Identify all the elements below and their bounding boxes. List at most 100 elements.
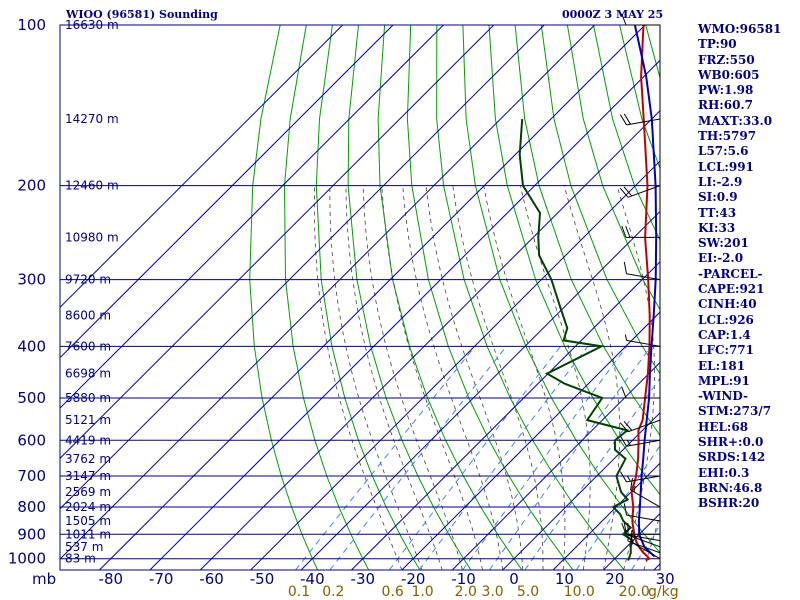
temp-tick-label: -80: [99, 570, 124, 588]
mixing-ratio-line: [488, 346, 652, 570]
wind-barb-staff: [626, 273, 661, 281]
index-item: L57:5.6: [698, 144, 749, 159]
wind-barb: [619, 419, 661, 433]
wind-barb-feather: [619, 435, 627, 447]
height-label: 5880 m: [65, 391, 111, 405]
index-item: SHR+:0.0: [698, 435, 764, 450]
height-label: 4419 m: [65, 433, 111, 447]
isotherm: [99, 25, 646, 570]
wind-barb-staff: [627, 534, 661, 548]
wind-barb: [630, 478, 661, 508]
pressure-label: 1000: [8, 550, 46, 568]
temp-tick-label: -40: [300, 570, 325, 588]
dry-adiabat: [249, 25, 319, 570]
height-label: 16630 m: [65, 18, 119, 32]
height-label: 8600 m: [65, 308, 111, 322]
isotherm: [149, 59, 660, 570]
wind-barb-feather: [630, 478, 633, 491]
isotherm: [60, 25, 595, 560]
temp-tick-label: -50: [250, 570, 275, 588]
dry-adiabat: [436, 25, 625, 570]
height-label: 5121 m: [65, 413, 111, 427]
dry-adiabat: [514, 25, 660, 437]
mixing-ratio-line: [295, 345, 476, 570]
wind-barb-staff: [626, 534, 661, 542]
index-item: SW:201: [698, 236, 749, 251]
wind-barb: [619, 185, 661, 198]
wind-barb-staff: [627, 540, 661, 554]
mixing-ratio-line: [524, 377, 660, 570]
index-item: FRZ:550: [698, 52, 755, 67]
mixing-ratio-label: 0.6: [382, 584, 404, 600]
wind-barb-feather: [623, 113, 631, 125]
wind-barb: [624, 334, 661, 347]
wind-barb: [623, 261, 661, 281]
temp-tick-label: 0: [509, 570, 519, 588]
wind-barb-feather: [625, 225, 631, 238]
wind-barb-feather: [621, 13, 627, 26]
temp-tick-label: -10: [451, 570, 476, 588]
isotherm: [300, 210, 660, 570]
index-item: HEL:68: [698, 419, 749, 434]
moist-adiabat: [452, 185, 544, 570]
mixing-ratio-line: [329, 345, 507, 570]
wind-barb-staff: [630, 541, 661, 560]
wind-barb-feather: [619, 187, 629, 198]
isotherm: [60, 25, 343, 309]
height-label: 1011 m: [65, 527, 111, 541]
isotherm: [60, 25, 495, 460]
mixing-ratio-line: [388, 345, 561, 570]
dry-adiabat: [406, 25, 574, 570]
mixing-unit-label: g/kg: [648, 584, 679, 600]
isotherm: [502, 412, 660, 570]
wind-barb-feather: [623, 261, 628, 274]
index-item: MPL:91: [698, 373, 750, 388]
wind-barb-half-feather: [626, 475, 631, 482]
index-item: EHI:0.3: [698, 465, 750, 480]
index-item: WB0:605: [698, 67, 760, 82]
wind-barb: [623, 522, 661, 542]
temp-tick-label: -70: [149, 570, 174, 588]
height-label: 537 m: [65, 540, 103, 554]
wind-barb-half-feather: [626, 440, 631, 446]
wind-barb-staff: [626, 514, 661, 522]
height-label: 6698 m: [65, 367, 111, 381]
mixing-ratio-line: [462, 346, 628, 570]
wind-barb-feather: [623, 186, 633, 197]
index-item: -WIND-: [698, 389, 748, 404]
wind-barb-staff: [630, 489, 661, 508]
wind-barb: [623, 503, 661, 522]
wind-barb-staff: [626, 475, 661, 483]
temp-tick-label: 10: [555, 570, 574, 588]
indices-list: WMO:96581 TP:90 FRZ:550 WB0:605 PW:1.98 RH:60…: [698, 22, 781, 512]
wind-barb: [621, 522, 660, 535]
index-item: BSHR:20: [698, 496, 760, 511]
moist-adiabat: [362, 185, 463, 570]
wind-barb: [621, 386, 660, 399]
index-item: CAPE:921: [698, 282, 765, 297]
height-label: 2024 m: [65, 500, 111, 514]
dewpoint-trace: [518, 118, 635, 561]
mixing-ratio-label: 20.0: [619, 584, 650, 600]
wind-barb-feather: [623, 420, 633, 431]
height-label: 10980 m: [65, 230, 119, 244]
wind-barb: [619, 471, 661, 483]
dry-adiabat: [566, 25, 660, 311]
wind-barb-feather: [619, 422, 629, 433]
wind-barb-feather: [621, 386, 627, 399]
mixing-ratio-label: 0.1: [288, 584, 310, 600]
index-item: PW:1.98: [698, 83, 754, 98]
index-item: STM:273/7: [698, 404, 772, 419]
wind-barb-staff: [626, 339, 661, 347]
index-item: EI:-2.0: [698, 251, 744, 266]
temp-tick-label: 20: [605, 570, 624, 588]
height-label: 9720 m: [65, 273, 111, 287]
index-item: LCL:991: [698, 159, 754, 174]
moist-adiabat: [313, 185, 403, 570]
moist-adiabat: [381, 185, 483, 570]
index-item: TH:5797: [698, 129, 757, 144]
moist-adiabat: [402, 185, 504, 570]
plot-area: [60, 25, 660, 570]
pressure-label: 100: [17, 16, 46, 34]
pressure-label: 700: [17, 467, 46, 485]
